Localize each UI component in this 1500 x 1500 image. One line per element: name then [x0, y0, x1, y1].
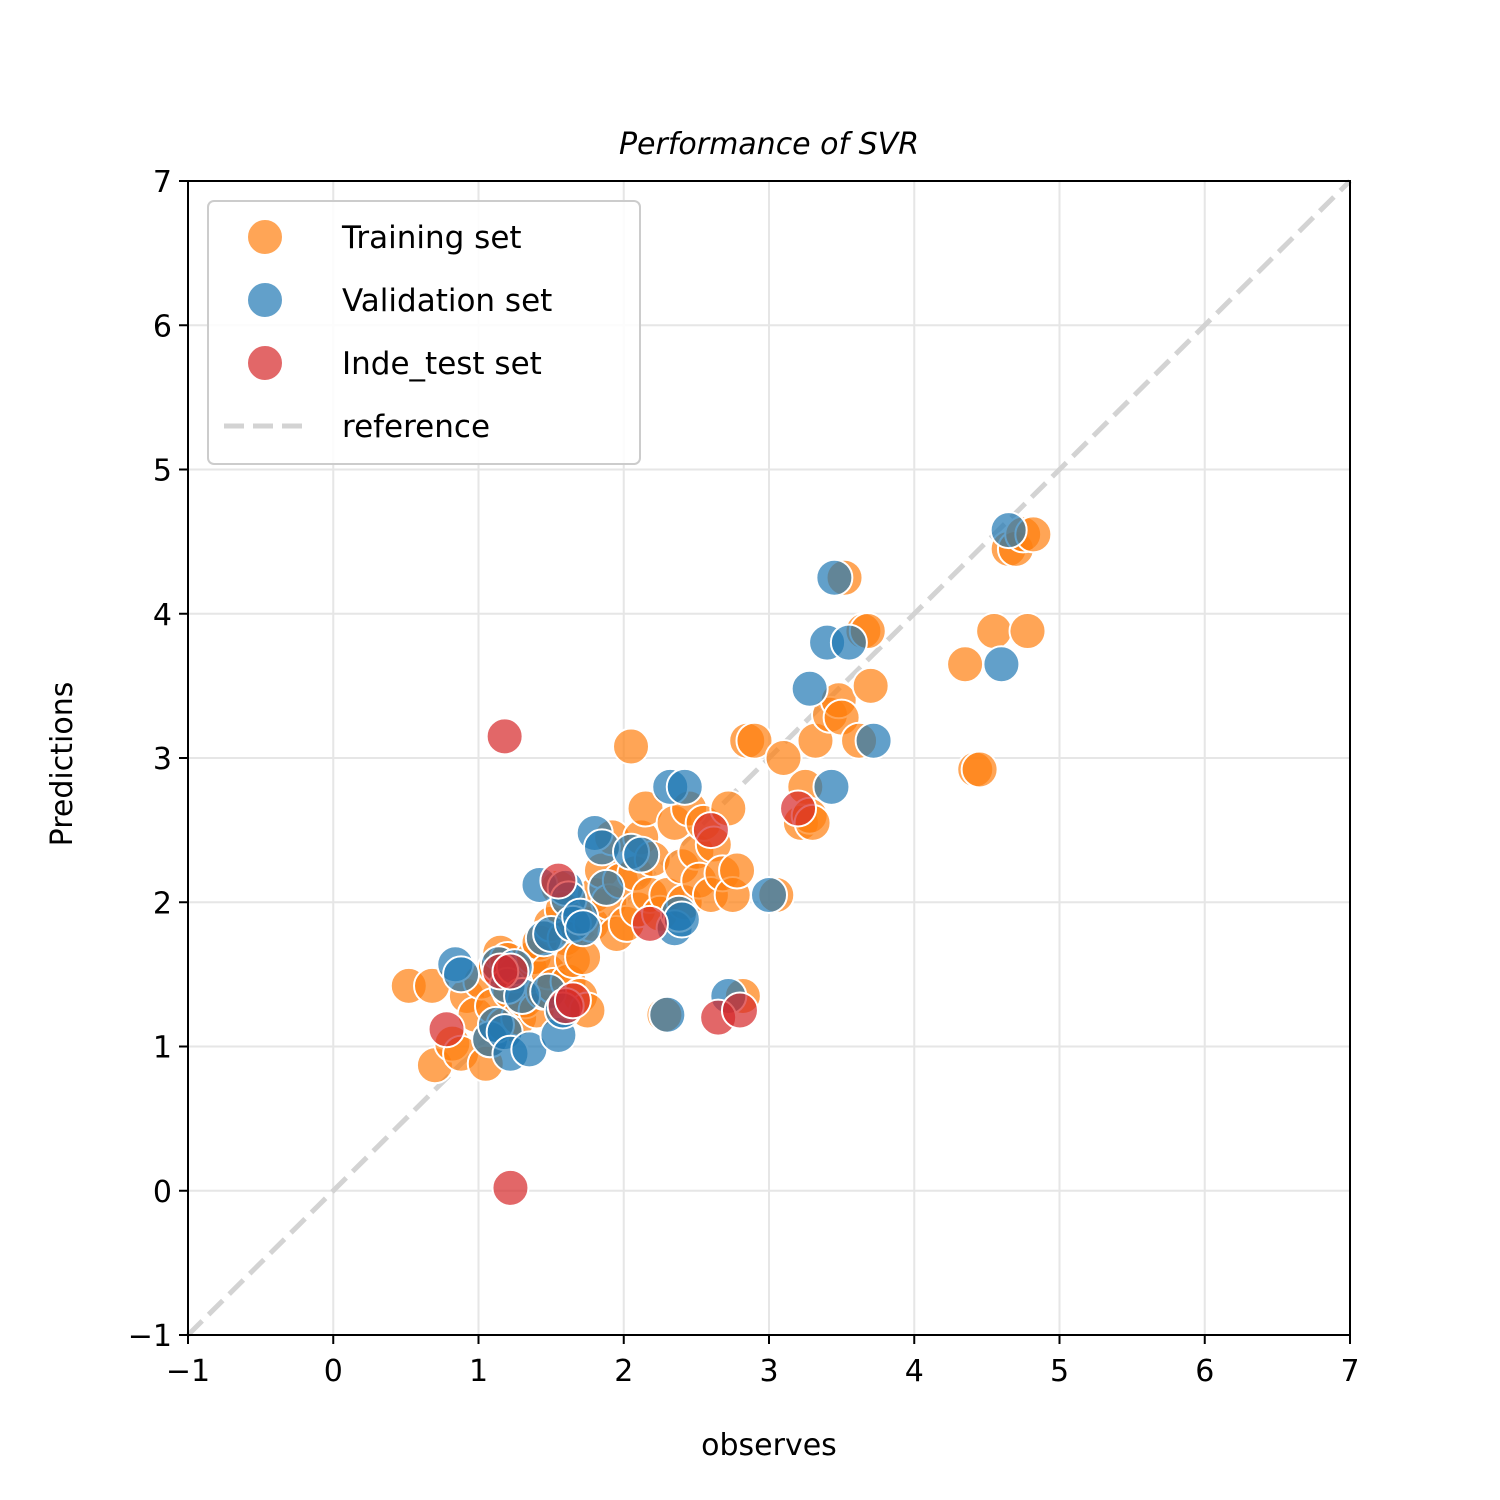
legend-box — [207, 200, 641, 465]
legend-marker — [246, 344, 284, 382]
x-tick-label: 7 — [1340, 1354, 1359, 1389]
y-tick-label: 5 — [153, 454, 172, 489]
data-point — [564, 909, 603, 948]
y-axis-label: Predictions — [45, 682, 80, 847]
data-point — [630, 904, 669, 943]
y-tick-label: 3 — [153, 742, 172, 777]
x-axis-ticks: −1 0 1 2 3 4 5 6 7 — [166, 1335, 1360, 1389]
data-point — [764, 739, 803, 777]
y-tick-label: 7 — [153, 165, 172, 200]
legend-marker — [246, 218, 284, 256]
legend-label: Training set — [341, 220, 522, 256]
x-tick-label: 3 — [759, 1354, 778, 1389]
data-point — [946, 645, 985, 684]
data-point — [812, 767, 851, 806]
data-point — [960, 750, 999, 789]
y-tick-label: 6 — [153, 309, 172, 344]
chart-title: Performance of SVR — [619, 127, 919, 162]
y-tick-label: −1 — [128, 1319, 172, 1354]
x-tick-label: 1 — [469, 1354, 488, 1389]
x-tick-label: 0 — [324, 1354, 343, 1389]
data-point — [612, 727, 651, 766]
legend-marker — [246, 281, 284, 319]
data-point — [982, 645, 1021, 684]
data-point — [718, 851, 757, 890]
x-tick-label: 2 — [614, 1354, 633, 1389]
data-point — [539, 861, 578, 900]
data-point — [491, 952, 530, 991]
x-tick-label: 5 — [1050, 1354, 1069, 1389]
y-tick-label: 1 — [153, 1031, 172, 1066]
data-point — [851, 666, 890, 705]
data-point — [829, 623, 868, 662]
data-point — [779, 789, 818, 828]
data-point — [854, 721, 893, 760]
data-point — [720, 991, 759, 1030]
data-point — [989, 511, 1028, 550]
x-tick-label: 4 — [905, 1354, 924, 1389]
data-point — [735, 721, 774, 760]
y-axis-ticks: −1 0 1 2 3 4 5 6 7 — [128, 165, 188, 1354]
legend-label: reference — [342, 409, 490, 445]
x-axis-label: observes — [701, 1428, 837, 1463]
legend-label: Validation set — [342, 283, 552, 319]
data-point — [648, 995, 687, 1034]
y-tick-label: 2 — [153, 886, 172, 921]
y-tick-label: 0 — [153, 1175, 172, 1210]
data-point — [665, 767, 704, 806]
x-tick-label: −1 — [166, 1354, 210, 1389]
series-2 — [427, 717, 818, 1207]
data-point — [587, 868, 626, 907]
data-point — [1008, 612, 1047, 651]
data-point — [485, 717, 524, 756]
data-points — [389, 511, 1053, 1207]
data-point — [975, 612, 1014, 651]
y-tick-label: 4 — [153, 598, 172, 633]
x-tick-label: 6 — [1195, 1354, 1214, 1389]
data-point — [442, 955, 481, 994]
data-point — [553, 981, 592, 1020]
data-point — [815, 558, 854, 597]
legend: Training set Validation set Inde_test set r… — [207, 200, 641, 465]
data-point — [750, 876, 788, 915]
data-point — [622, 835, 661, 874]
data-point — [491, 1168, 530, 1207]
data-point — [427, 1010, 466, 1049]
data-point — [790, 669, 829, 708]
legend-label: Inde_test set — [342, 346, 542, 382]
data-point — [691, 811, 730, 850]
data-point — [662, 900, 701, 939]
